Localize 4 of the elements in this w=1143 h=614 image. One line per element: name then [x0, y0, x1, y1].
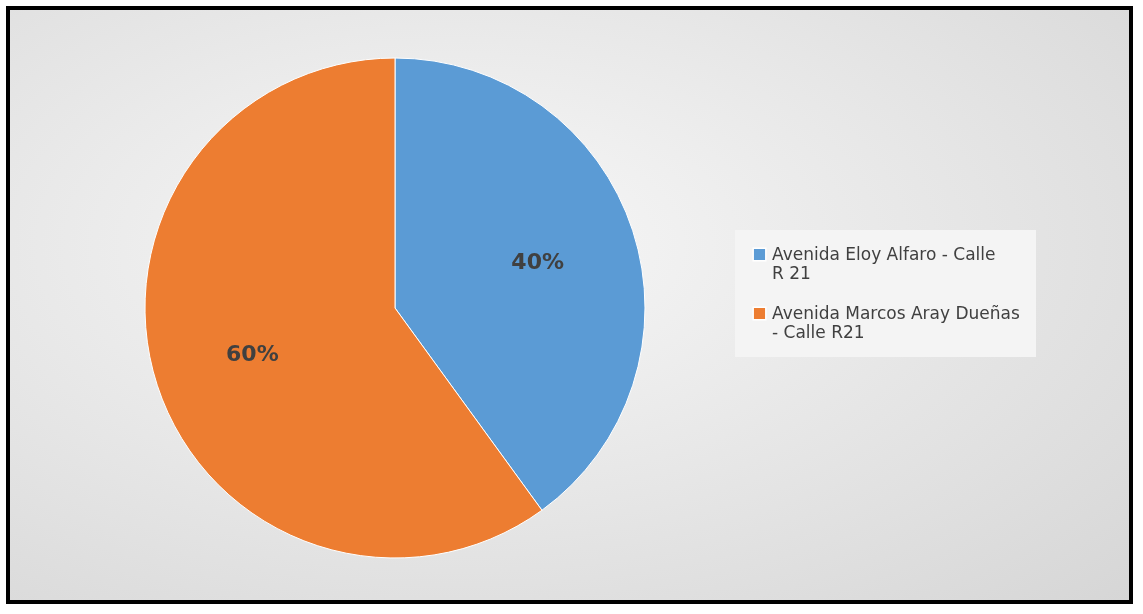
legend-label: Avenida Marcos Aray Dueñas - Calle R21: [772, 302, 1020, 342]
legend-label: Avenida Eloy Alfaro - Calle R 21: [772, 243, 996, 283]
data-label: 60%: [226, 341, 279, 367]
data-label: 40%: [511, 248, 564, 274]
